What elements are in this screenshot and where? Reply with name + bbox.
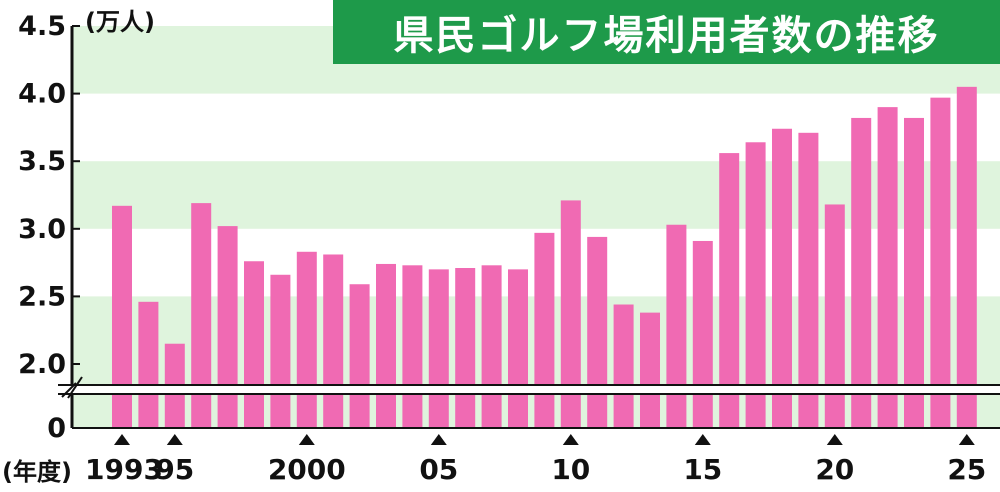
x-marker-triangle <box>826 434 843 445</box>
x-tick-label: 1993 <box>85 453 163 486</box>
x-tick-label: 05 <box>419 453 458 486</box>
bar <box>428 269 449 428</box>
bar <box>138 301 159 428</box>
x-marker-triangle <box>166 434 183 445</box>
bar <box>851 117 872 428</box>
bar <box>824 204 845 428</box>
bar <box>798 132 819 429</box>
bar <box>270 274 291 428</box>
x-marker-triangle <box>958 434 975 445</box>
x-marker-triangle <box>430 434 447 445</box>
bar <box>666 224 687 428</box>
bar <box>930 97 951 428</box>
bar <box>296 251 317 428</box>
bar <box>877 107 898 429</box>
x-tick-label: 25 <box>947 453 986 486</box>
chart-title: 県民ゴルフ場利用者数の推移 <box>393 13 940 59</box>
background-band <box>72 161 1000 229</box>
bar <box>376 263 396 428</box>
y-tick-label: 4.0 <box>18 79 66 110</box>
bar <box>719 153 740 428</box>
y-tick-label: 2.0 <box>18 349 66 380</box>
bar <box>745 142 766 428</box>
bar <box>613 304 634 428</box>
x-tick-label: 95 <box>155 453 194 486</box>
bar <box>772 128 792 428</box>
x-axis-unit: (年度) <box>2 458 72 486</box>
bar <box>217 226 238 428</box>
bar <box>349 284 370 428</box>
y-tick-label: 4.5 <box>18 11 66 42</box>
bar <box>244 261 264 428</box>
bar <box>455 268 476 428</box>
y-axis-unit: (万人) <box>85 8 155 36</box>
x-tick-label: 20 <box>815 453 854 486</box>
bar <box>112 205 132 428</box>
axis-break-mark <box>61 376 83 399</box>
y-tick-label: 2.5 <box>18 281 66 312</box>
x-tick-label: 15 <box>683 453 722 486</box>
title-banner: 県民ゴルフ場利用者数の推移 <box>333 0 1000 64</box>
bar <box>191 203 212 428</box>
x-marker-triangle <box>114 434 130 445</box>
x-marker-triangle <box>298 434 315 445</box>
bar <box>560 200 581 428</box>
y-tick-label: 3.0 <box>18 214 66 245</box>
axis-break-gap <box>58 385 1000 394</box>
x-marker-triangle <box>694 434 711 445</box>
bar <box>323 254 344 428</box>
bar <box>508 269 528 428</box>
y-tick-label: 3.5 <box>18 146 66 177</box>
bar <box>956 86 977 428</box>
y-tick-label: 0 <box>47 413 66 444</box>
bar <box>402 265 423 428</box>
bar <box>640 312 660 428</box>
bar <box>534 232 555 428</box>
x-marker-triangle <box>562 434 579 445</box>
bar <box>904 117 924 428</box>
bar <box>587 236 608 428</box>
x-tick-label: 2000 <box>268 453 346 486</box>
bar <box>692 240 713 428</box>
bar <box>481 265 502 428</box>
x-tick-label: 10 <box>551 453 590 486</box>
